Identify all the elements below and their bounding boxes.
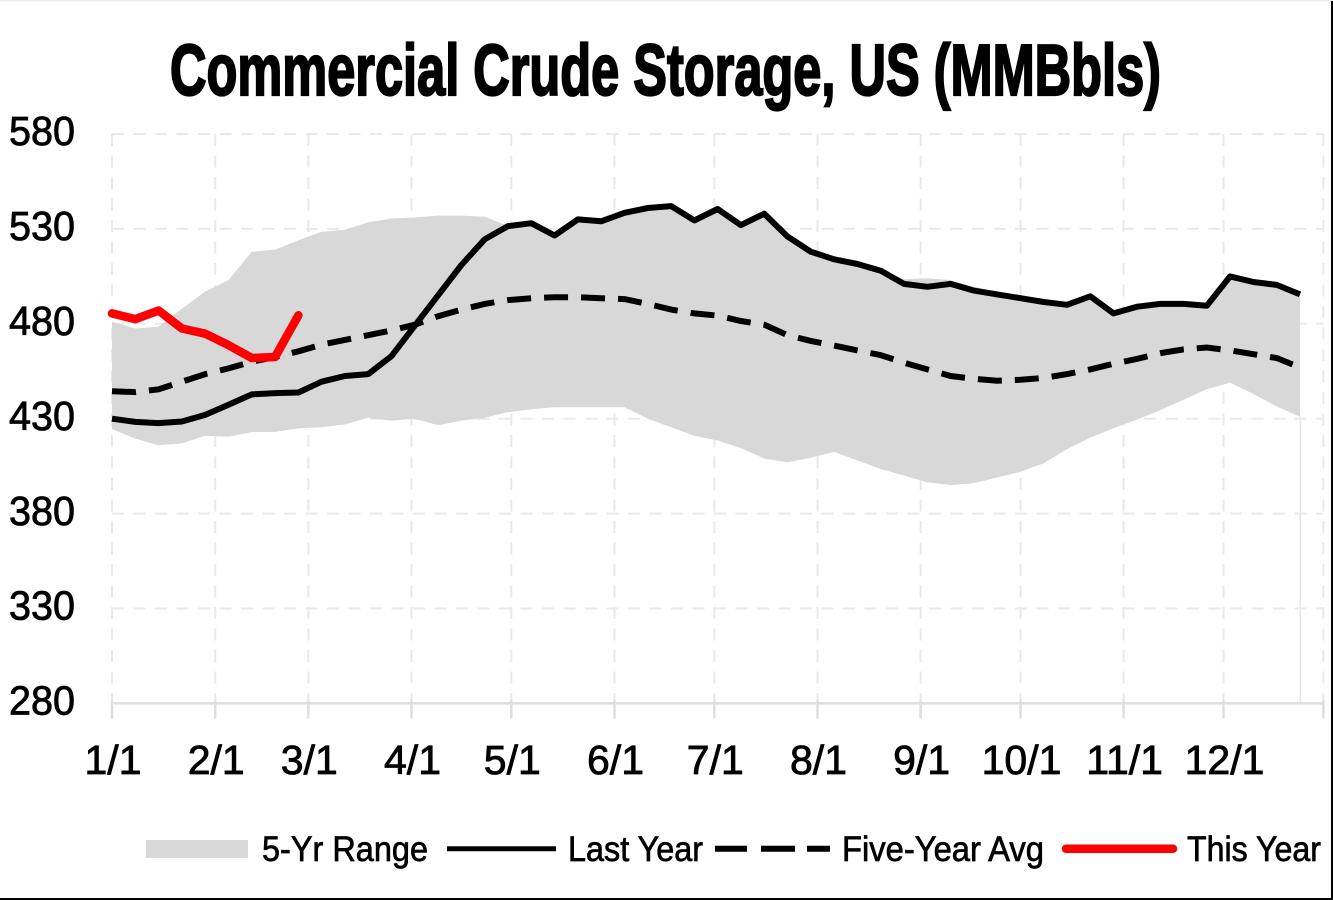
svg-text:10/1: 10/1 [982,737,1062,783]
svg-text:Last Year: Last Year [568,830,703,869]
svg-text:330: 330 [9,583,75,629]
svg-text:280: 280 [9,678,75,724]
svg-text:6/1: 6/1 [587,737,644,783]
svg-text:Five-Year Avg: Five-Year Avg [842,830,1044,869]
svg-text:5/1: 5/1 [484,737,541,783]
svg-text:4/1: 4/1 [384,737,441,783]
svg-text:8/1: 8/1 [790,737,847,783]
svg-text:380: 380 [9,488,75,534]
svg-text:11/1: 11/1 [1086,737,1163,783]
svg-text:430: 430 [9,393,75,439]
svg-text:2/1: 2/1 [188,737,245,783]
svg-text:580: 580 [9,108,75,154]
svg-text:This Year: This Year [1187,830,1321,869]
svg-text:3/1: 3/1 [281,737,338,783]
svg-text:Commercial Crude Storage, US (: Commercial Crude Storage, US (MMBbls) [170,31,1161,111]
svg-text:480: 480 [9,298,75,344]
svg-text:12/1: 12/1 [1185,737,1265,783]
svg-text:9/1: 9/1 [893,737,950,783]
svg-text:5-Yr Range: 5-Yr Range [262,830,428,869]
svg-text:1/1: 1/1 [85,737,142,783]
svg-text:530: 530 [9,203,75,249]
svg-text:7/1: 7/1 [687,737,744,783]
